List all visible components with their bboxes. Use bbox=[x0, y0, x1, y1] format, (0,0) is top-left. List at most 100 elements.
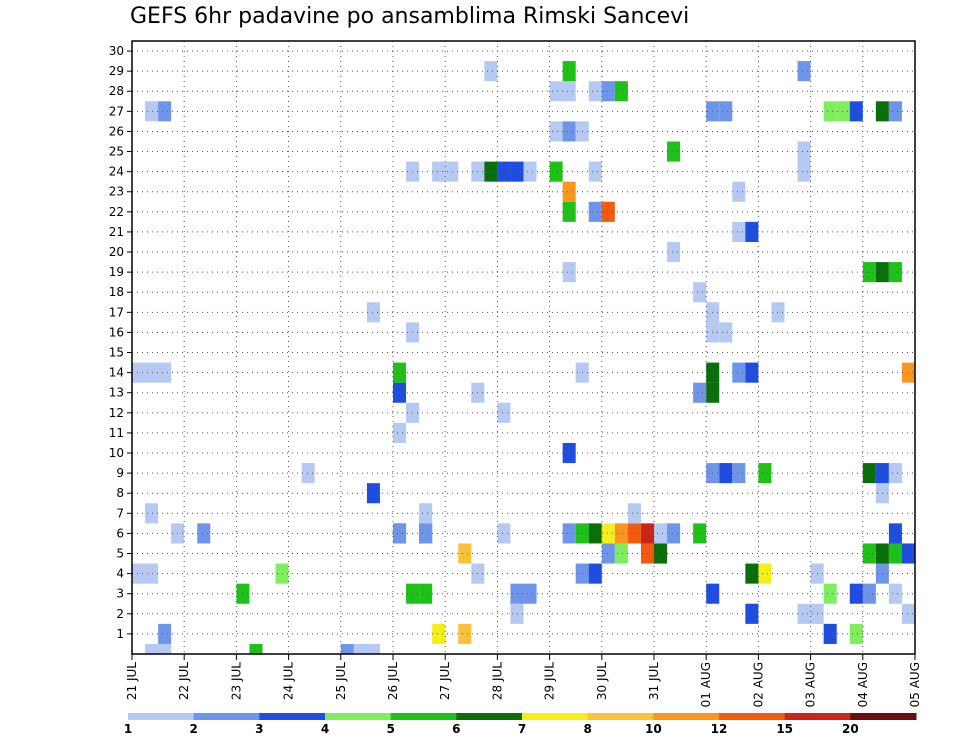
y-tick-label: 12 bbox=[109, 406, 124, 420]
heatmap-cell bbox=[393, 422, 407, 443]
heatmap-cell bbox=[745, 563, 759, 584]
colorbar-label: 10 bbox=[645, 722, 662, 736]
x-axis: 21 JUL 22 JUL 23 JUL 24 JUL 25 JUL 26 JUL 27 J… bbox=[125, 654, 922, 707]
heatmap-cell bbox=[145, 503, 159, 524]
heatmap-cell bbox=[888, 463, 902, 484]
heatmap-cell bbox=[158, 362, 172, 383]
y-tick-label: 19 bbox=[109, 265, 124, 279]
heatmap-cell bbox=[901, 603, 915, 624]
colorbar-label: 8 bbox=[583, 722, 591, 736]
y-tick-label: 11 bbox=[109, 426, 124, 440]
heatmap-cell bbox=[562, 181, 576, 202]
chart-title: GEFS 6hr padavine po ansamblima Rimski S… bbox=[130, 4, 690, 29]
heatmap-cell bbox=[588, 161, 602, 182]
heatmap-cell bbox=[614, 543, 628, 564]
colorbar-label: 2 bbox=[189, 722, 197, 736]
heatmap-cell bbox=[901, 543, 915, 564]
heatmap-cell bbox=[849, 101, 863, 122]
heatmap-cell bbox=[693, 282, 707, 303]
colorbar-swatch bbox=[784, 713, 851, 720]
y-tick-label: 10 bbox=[109, 446, 124, 460]
y-tick-label: 3 bbox=[116, 587, 124, 601]
heatmap-cell bbox=[458, 623, 472, 644]
heatmap-cell bbox=[393, 523, 407, 544]
colorbar-label: 6 bbox=[452, 722, 460, 736]
heatmap-cell bbox=[627, 503, 641, 524]
heatmap-cell bbox=[758, 563, 772, 584]
y-tick-label: 1 bbox=[116, 627, 124, 641]
heatmap-cell bbox=[353, 643, 367, 654]
y-axis: 1234567891011121314151617181920212223242… bbox=[109, 44, 132, 641]
heatmap-cell bbox=[601, 201, 615, 222]
heatmap-cell bbox=[614, 81, 628, 102]
x-tick-label: 24 JUL bbox=[282, 662, 296, 700]
heatmap-cell bbox=[145, 362, 159, 383]
heatmap-cell bbox=[197, 523, 211, 544]
colorbar-label: 20 bbox=[842, 722, 859, 736]
heatmap-cell bbox=[562, 61, 576, 82]
y-tick-label: 18 bbox=[109, 285, 124, 299]
heatmap-cell bbox=[145, 563, 159, 584]
grid-layer bbox=[132, 41, 915, 654]
y-tick-label: 4 bbox=[116, 567, 124, 581]
heatmap-cell bbox=[862, 543, 876, 564]
y-tick-label: 5 bbox=[116, 547, 124, 561]
heatmap-cell bbox=[158, 643, 172, 654]
heatmap-cell bbox=[719, 101, 733, 122]
heatmap-cell bbox=[432, 623, 446, 644]
heatmap-cell bbox=[562, 262, 576, 283]
heatmap-cell bbox=[719, 322, 733, 343]
colorbar-swatch bbox=[259, 713, 326, 720]
colorbar-label: 3 bbox=[255, 722, 263, 736]
heatmap-cell bbox=[849, 623, 863, 644]
heatmap-cell bbox=[862, 262, 876, 283]
colorbar-swatch bbox=[128, 713, 195, 720]
heatmap-cell bbox=[301, 463, 315, 484]
heatmap-cell bbox=[732, 221, 746, 242]
y-tick-label: 17 bbox=[109, 305, 124, 319]
colorbar-swatch bbox=[653, 713, 720, 720]
heatmap-cell bbox=[745, 221, 759, 242]
y-tick-label: 28 bbox=[109, 84, 124, 98]
heatmap-cell bbox=[823, 583, 837, 604]
colorbar-swatch bbox=[522, 713, 589, 720]
heatmap-cell bbox=[562, 81, 576, 102]
heatmap-cell bbox=[484, 161, 498, 182]
heatmap-cell bbox=[823, 623, 837, 644]
heatmap-cell bbox=[588, 201, 602, 222]
heatmap-cell bbox=[823, 101, 837, 122]
heatmap-cell bbox=[523, 583, 537, 604]
x-tick-label: 28 JUL bbox=[490, 662, 504, 700]
heatmap-cell bbox=[588, 563, 602, 584]
heatmap-cell bbox=[458, 543, 472, 564]
heatmap-cell bbox=[588, 523, 602, 544]
x-tick-label: 27 JUL bbox=[438, 662, 452, 700]
y-tick-label: 9 bbox=[116, 466, 124, 480]
heatmap-cell bbox=[732, 181, 746, 202]
heatmap-cell bbox=[497, 402, 511, 423]
heatmap-cell bbox=[601, 523, 615, 544]
heatmap-cell bbox=[393, 382, 407, 403]
colorbar-label: 15 bbox=[776, 722, 793, 736]
colorbar-swatch bbox=[456, 713, 523, 720]
x-tick-label: 22 JUL bbox=[177, 662, 191, 700]
heatmap-cell bbox=[549, 161, 563, 182]
y-tick-label: 13 bbox=[109, 386, 124, 400]
colorbar-swatch bbox=[850, 713, 917, 720]
colorbar-swatch bbox=[390, 713, 457, 720]
heatmap-cell bbox=[510, 583, 524, 604]
heatmap-cell bbox=[745, 603, 759, 624]
heatmap-cell bbox=[888, 262, 902, 283]
heatmap-cell bbox=[836, 101, 850, 122]
colorbar-swatch bbox=[587, 713, 654, 720]
x-tick-label: 29 JUL bbox=[543, 662, 557, 700]
heatmap-cell bbox=[549, 121, 563, 142]
cells-layer bbox=[132, 61, 915, 654]
heatmap-cell bbox=[158, 623, 172, 644]
heatmap-cell bbox=[797, 61, 811, 82]
heatmap-cell bbox=[797, 603, 811, 624]
y-tick-label: 21 bbox=[109, 225, 124, 239]
heatmap-cell bbox=[562, 201, 576, 222]
y-tick-label: 23 bbox=[109, 185, 124, 199]
